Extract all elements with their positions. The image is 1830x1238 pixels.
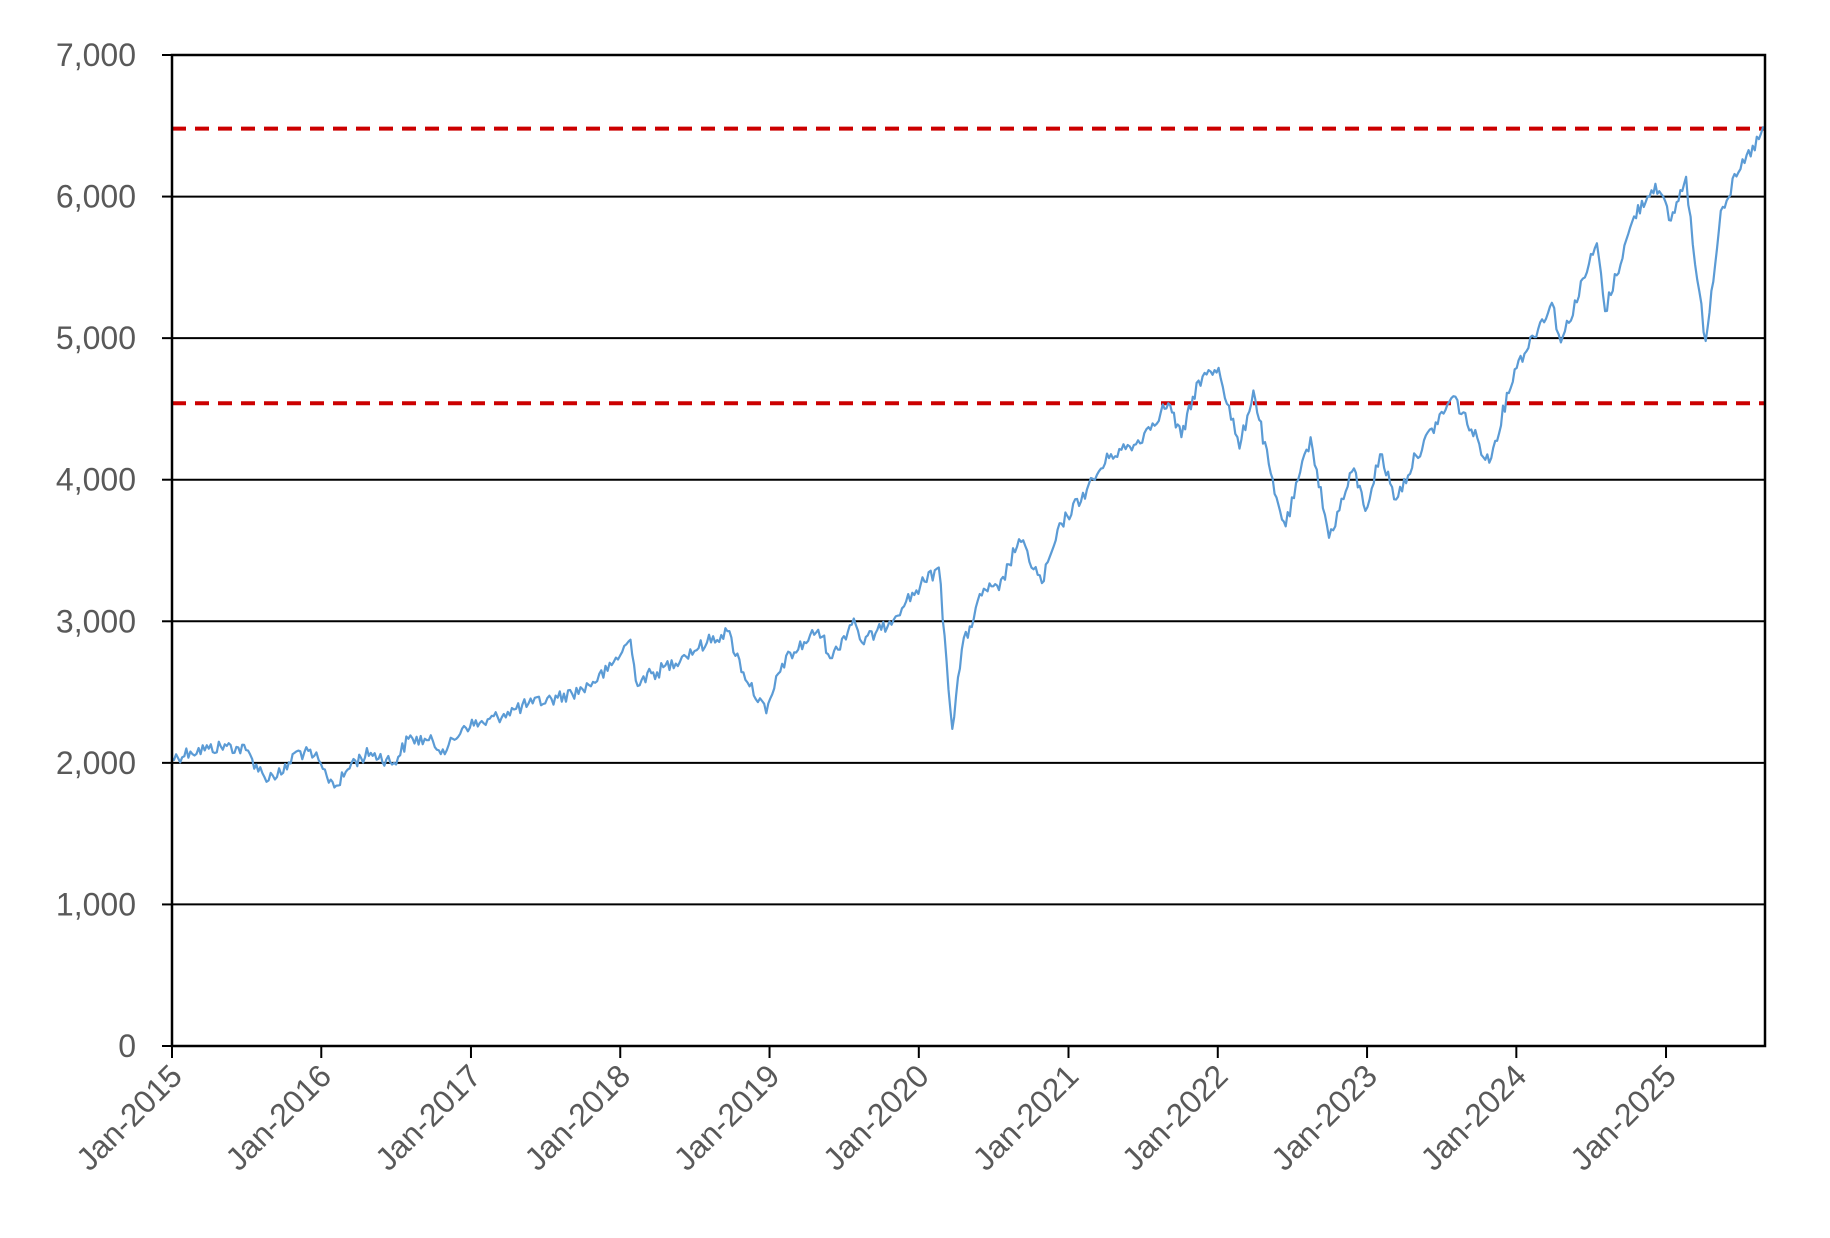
plot-area [172, 55, 1765, 1046]
x-tick-label-8: Jan-2023 [1264, 1057, 1384, 1177]
x-tick-label-10: Jan-2025 [1563, 1057, 1683, 1177]
reference-lines [172, 126, 1765, 406]
x-tick-label-0: Jan-2015 [69, 1057, 189, 1177]
x-tick-label-9: Jan-2024 [1413, 1057, 1533, 1177]
x-tick-label-2: Jan-2017 [368, 1057, 488, 1177]
plot-frame [170, 53, 1767, 1048]
y-tick-label-5: 5,000 [56, 320, 136, 356]
y-tick-label-7: 7,000 [56, 37, 136, 73]
x-tick-label-1: Jan-2016 [218, 1057, 338, 1177]
y-tick-label-0: 0 [118, 1028, 136, 1064]
x-tick-label-3: Jan-2018 [517, 1057, 637, 1177]
y-tick-label-4: 4,000 [56, 462, 136, 498]
y-axis-ticks: 0 1,000 2,000 3,000 4,000 5,000 6,000 7,000 [56, 37, 172, 1064]
y-tick-label-2: 2,000 [56, 745, 136, 781]
y-tick-label-6: 6,000 [56, 179, 136, 215]
y-tick-label-3: 3,000 [56, 603, 136, 639]
x-tick-label-7: Jan-2022 [1115, 1057, 1235, 1177]
y-tick-label-1: 1,000 [56, 886, 136, 922]
x-tick-label-5: Jan-2020 [816, 1057, 936, 1177]
series-line-0 [171, 126, 1766, 789]
x-tick-label-6: Jan-2021 [966, 1057, 1086, 1177]
axes [170, 53, 1767, 1048]
x-tick-label-4: Jan-2019 [667, 1057, 787, 1177]
x-axis-ticks: Jan-2015 Jan-2016 Jan-2017 Jan-2018 Jan-2019… [69, 1046, 1683, 1177]
series-group [171, 126, 1766, 789]
